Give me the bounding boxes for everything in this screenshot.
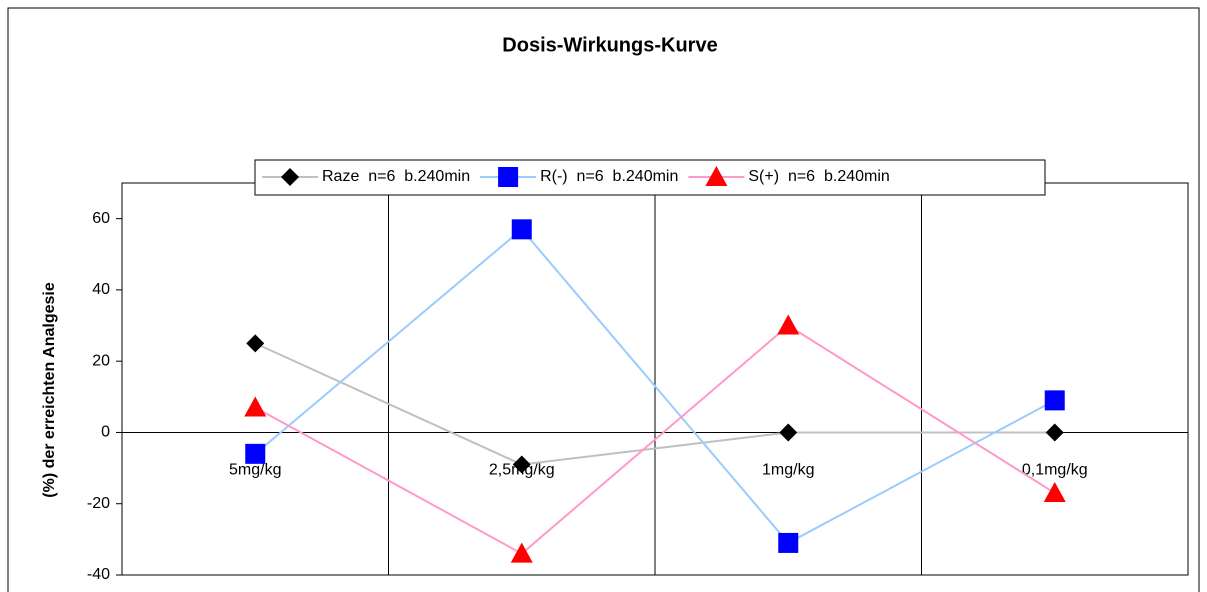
data-point: [777, 314, 800, 335]
legend-marker: [281, 168, 299, 186]
series-line: [254, 342, 1055, 466]
data-point: [244, 396, 267, 417]
y-tick-label: 20: [92, 352, 110, 369]
legend-label: S(+) n=6 b.240min: [748, 168, 889, 185]
data-point: [245, 443, 266, 464]
series-line: [254, 227, 1056, 545]
x-tick-label: 0,1mg/kg: [1022, 462, 1088, 479]
y-tick-label: -40: [87, 566, 110, 583]
y-tick-label: -20: [87, 495, 110, 512]
y-tick-label: 0: [101, 424, 110, 441]
data-point: [1044, 390, 1065, 411]
data-point: [779, 423, 798, 442]
series-line: [254, 324, 1056, 555]
legend-label: Raze n=6 b.240min: [322, 168, 470, 185]
chart-title: Dosis-Wirkungs-Kurve: [502, 34, 717, 56]
data-point: [246, 334, 265, 353]
data-point: [1043, 482, 1066, 503]
data-point: [1045, 423, 1064, 442]
legend-marker: [498, 167, 519, 187]
legend-marker: [705, 166, 728, 186]
x-tick-label: 5mg/kg: [229, 462, 281, 479]
data-point: [512, 455, 531, 474]
data-point: [510, 542, 533, 563]
data-point: [778, 532, 799, 553]
x-tick-label: 1mg/kg: [762, 462, 814, 479]
data-point: [511, 219, 532, 240]
y-tick-label: 40: [92, 281, 110, 298]
y-axis-label: (%) der erreichten Analgesie: [41, 282, 58, 498]
legend-label: R(-) n=6 b.240min: [540, 168, 678, 185]
legend: [254, 159, 1046, 196]
y-tick-label: 60: [92, 210, 110, 227]
chart-frame: [7, 7, 1200, 592]
